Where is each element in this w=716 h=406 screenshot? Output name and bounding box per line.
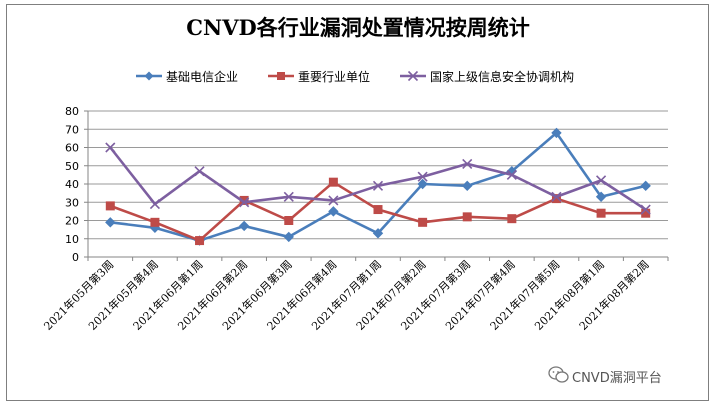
wechat-icon (548, 366, 569, 383)
legend-swatch-3 (400, 70, 426, 82)
data-point-s2-7 (418, 217, 428, 227)
data-point-s3-9 (506, 169, 517, 180)
data-point-s1-7 (417, 178, 428, 190)
data-point-s3-10 (551, 191, 562, 202)
data-point-s2-8 (462, 212, 472, 222)
data-point-s1-4 (283, 231, 294, 243)
legend-swatch-2 (268, 72, 294, 80)
data-point-s3-4 (283, 191, 294, 202)
legend-swatch-1 (136, 71, 162, 81)
legend-label-2: 重要行业单位 (298, 70, 371, 84)
y-tick-label-50: 50 (65, 160, 79, 173)
data-point-s3-2 (194, 166, 205, 177)
data-point-s1-0 (105, 217, 116, 228)
data-point-s3-3 (239, 197, 250, 208)
watermark-text: CNVD漏洞平台 (572, 371, 662, 386)
y-tick-label-40: 40 (65, 178, 79, 191)
data-point-s2-2 (195, 236, 205, 246)
data-point-s3-0 (105, 142, 116, 153)
data-point-s1-10 (551, 127, 562, 139)
y-tick-label-20: 20 (65, 215, 79, 228)
y-tick-label-60: 60 (65, 142, 79, 155)
data-point-s1-5 (328, 206, 339, 217)
data-point-s2-4 (284, 216, 294, 225)
y-tick-label-30: 30 (65, 196, 79, 209)
data-point-s1-8 (462, 180, 473, 192)
data-point-s3-8 (462, 158, 473, 169)
data-point-s3-6 (372, 180, 384, 191)
data-point-s2-11 (596, 208, 606, 218)
legend: 基础电信企业 重要行业单位 国家上级信息安全协调机构 (0, 67, 716, 85)
data-point-s3-1 (149, 199, 160, 210)
y-tick-label-70: 70 (65, 123, 79, 136)
y-tick-label-0: 0 (72, 251, 79, 264)
data-point-s3-12 (640, 204, 651, 215)
data-point-s2-0 (105, 201, 115, 211)
data-point-s1-6 (372, 228, 384, 239)
data-point-s1-12 (640, 180, 651, 192)
data-point-s2-6 (373, 205, 383, 215)
data-point-s3-11 (596, 175, 607, 186)
data-point-s2-5 (328, 177, 338, 187)
data-point-s2-1 (150, 217, 160, 227)
data-point-s1-11 (595, 191, 607, 202)
y-tick-label-80: 80 (65, 105, 79, 118)
data-point-s2-10 (551, 194, 561, 204)
legend-label-1: 基础电信企业 (166, 70, 239, 84)
legend-label-3: 国家上级信息安全协调机构 (430, 70, 575, 84)
data-point-s3-7 (417, 171, 428, 182)
data-point-s2-9 (507, 214, 517, 224)
chart-title: CNVD各行业漏洞处置情况按周统计 (186, 15, 530, 40)
y-tick-label-10: 10 (65, 233, 79, 246)
data-point-s1-3 (238, 220, 250, 232)
data-point-s3-5 (328, 195, 339, 206)
